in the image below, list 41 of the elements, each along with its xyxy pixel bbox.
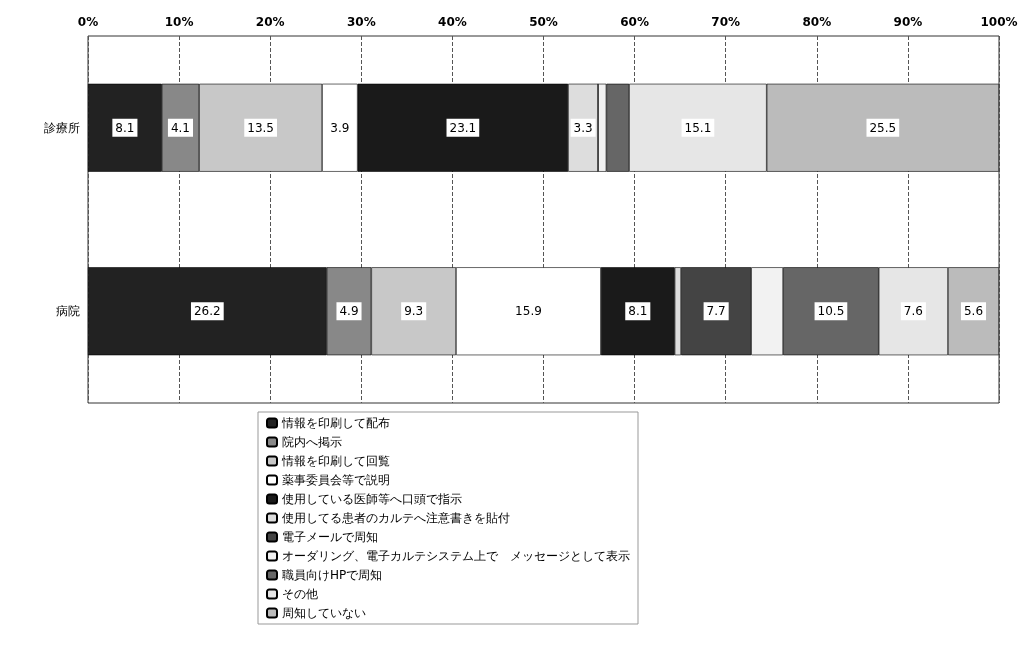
data-label: 5.6 <box>963 304 984 319</box>
data-label: 9.3 <box>404 304 424 319</box>
legend-label: その他 <box>282 587 318 601</box>
y-tick-label: 病院 <box>56 304 80 319</box>
x-tick-label: 50% <box>529 15 558 29</box>
legend-label: 使用してる患者のカルテへ注意書きを貼付 <box>282 511 510 525</box>
legend-label: 薬事委員会等で説明 <box>282 473 390 487</box>
legend-label: 電子メールで周知 <box>282 530 378 544</box>
x-tick-label: 10% <box>164 15 194 29</box>
x-tick-label: 60% <box>620 15 649 29</box>
data-label: 15.9 <box>515 304 542 319</box>
x-tick-label: 0% <box>77 15 99 29</box>
x-tick-label: 100% <box>980 15 1018 29</box>
x-tick-label: 70% <box>711 15 741 29</box>
legend-label: 周知していない <box>282 606 366 620</box>
data-label: 8.1 <box>115 120 135 135</box>
data-label: 4.9 <box>339 304 359 319</box>
data-label: 7.7 <box>706 304 726 319</box>
data-label: 8.1 <box>628 304 648 319</box>
x-tick-label: 20% <box>255 15 285 29</box>
x-tick-label: 80% <box>802 15 832 29</box>
legend-label: 院内へ掲示 <box>282 435 342 449</box>
data-label: 7.6 <box>903 304 923 319</box>
data-label: 13.5 <box>247 120 274 135</box>
x-tick-label: 90% <box>893 15 923 29</box>
x-tick-label: 40% <box>438 15 467 29</box>
legend-label: オーダリング、電子カルテシステム上で メッセージとして表示 <box>282 549 630 563</box>
data-label: 3.3 <box>573 120 593 135</box>
x-tick-label: 30% <box>346 15 376 29</box>
data-label: 25.5 <box>869 120 897 135</box>
legend-label: 使用している医師等へ口頭で指示 <box>282 492 462 506</box>
data-label: 4.1 <box>170 120 191 135</box>
data-label: 3.9 <box>330 120 350 135</box>
data-label: 23.1 <box>449 120 477 135</box>
legend-label: 職員向けHPで周知 <box>282 568 383 582</box>
data-label: 15.1 <box>684 120 712 135</box>
data-label: 26.2 <box>193 304 221 319</box>
data-label: 10.5 <box>817 304 845 319</box>
legend-label: 情報を印刷して配布 <box>281 416 390 430</box>
legend-label: 情報を印刷して回覧 <box>281 454 390 468</box>
y-tick-label: 診療所 <box>44 120 80 135</box>
